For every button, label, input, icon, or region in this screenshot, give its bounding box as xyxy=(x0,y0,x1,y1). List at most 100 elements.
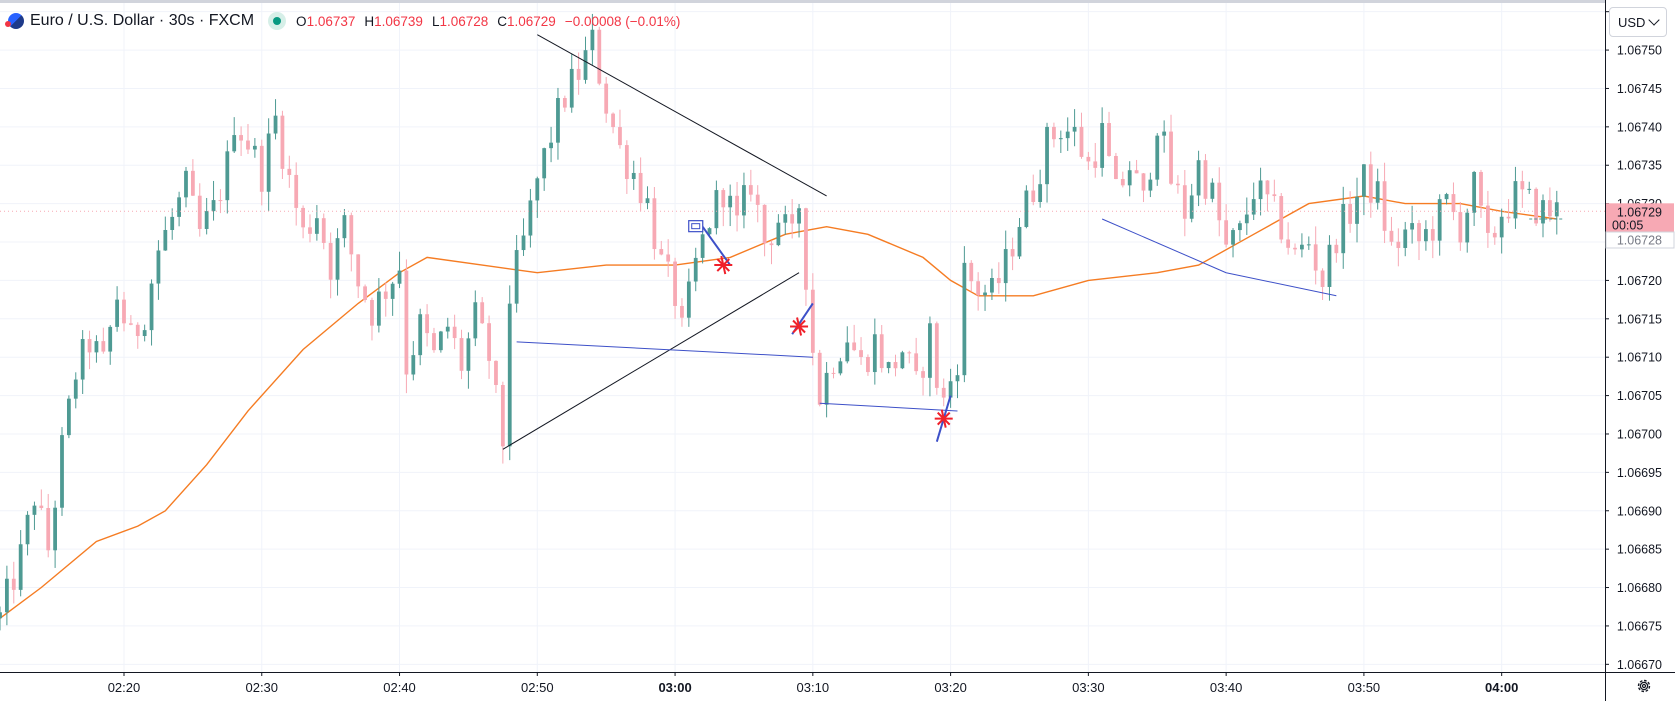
candle-body xyxy=(1024,190,1029,227)
candle-body xyxy=(1224,220,1229,245)
candle-body xyxy=(562,98,567,108)
y-tick-label: 1.06705 xyxy=(1617,389,1662,403)
candle-body xyxy=(528,200,533,236)
drawing-handle[interactable] xyxy=(688,220,704,233)
trend-line[interactable] xyxy=(516,341,813,358)
candle-body xyxy=(1479,171,1483,206)
candle-body xyxy=(46,508,51,551)
candle-body xyxy=(1169,131,1173,184)
x-tick-label: 03:30 xyxy=(1072,680,1105,695)
candle-body xyxy=(115,299,119,327)
candle-body xyxy=(1341,204,1346,254)
candle-body xyxy=(225,151,230,201)
candle-body xyxy=(204,211,209,229)
candle-body xyxy=(1072,126,1077,132)
trend-line[interactable] xyxy=(1226,272,1337,297)
trend-line[interactable] xyxy=(819,402,958,412)
candle-body xyxy=(73,379,78,399)
candle-body xyxy=(1162,131,1167,136)
candle-body xyxy=(156,250,161,284)
candle-body xyxy=(1506,216,1511,219)
candle-body xyxy=(466,338,471,371)
trend-line[interactable] xyxy=(1101,218,1227,274)
previous-close-tag xyxy=(1605,231,1675,249)
candle-body xyxy=(1134,170,1139,174)
signal-star-marker[interactable] xyxy=(934,409,953,428)
y-tick-label: 1.06745 xyxy=(1617,82,1662,96)
ohlc-low: L1.06728 xyxy=(431,13,489,29)
y-tick-label: 1.06670 xyxy=(1617,658,1662,672)
candle-body xyxy=(39,505,44,509)
candle-body xyxy=(480,302,485,324)
candle-body xyxy=(273,115,278,134)
candle-body xyxy=(1265,180,1270,195)
candle-body xyxy=(866,357,870,373)
x-tick-label: 03:00 xyxy=(658,680,691,695)
ohlc-close: C1.06729 xyxy=(497,13,556,29)
candle-body xyxy=(18,544,23,590)
candle-body xyxy=(1465,212,1470,243)
candle-body xyxy=(411,355,416,375)
current-price-tag[interactable] xyxy=(1606,203,1674,234)
currency-label: USD xyxy=(1618,14,1646,30)
candle-body xyxy=(1472,171,1477,213)
candle-body xyxy=(432,333,436,351)
candle-body xyxy=(1396,241,1401,248)
candle-body xyxy=(4,578,9,613)
candle-body xyxy=(1513,181,1518,219)
candle-body xyxy=(1286,239,1291,248)
candle-body xyxy=(94,341,99,353)
candle-body xyxy=(1320,270,1325,287)
candle-body xyxy=(611,113,615,128)
candle-body xyxy=(810,289,815,353)
candle-body xyxy=(824,372,829,405)
candle-body xyxy=(1196,160,1201,196)
y-tick-label: 1.06720 xyxy=(1617,274,1662,288)
gear-icon[interactable] xyxy=(1636,678,1652,694)
x-tick-label: 03:20 xyxy=(934,680,967,695)
candle-body xyxy=(1451,194,1456,213)
candle-body xyxy=(500,385,505,447)
trend-line[interactable] xyxy=(502,272,800,450)
candle-body xyxy=(1534,188,1539,224)
candle-body xyxy=(1389,230,1394,242)
candle-body xyxy=(673,261,677,306)
candle-body xyxy=(624,145,629,179)
candle-body xyxy=(11,578,16,590)
candle-body xyxy=(569,68,574,108)
candle-body xyxy=(631,172,636,179)
candle-body xyxy=(1093,161,1098,168)
trend-line[interactable] xyxy=(701,226,731,266)
candle-body xyxy=(728,195,733,208)
candle-body xyxy=(1375,181,1380,203)
candle-body xyxy=(638,172,643,204)
trend-line[interactable] xyxy=(537,34,827,197)
candle-body xyxy=(1327,244,1332,287)
symbol-title[interactable]: Euro / U.S. Dollar · 30s · FXCM xyxy=(30,12,255,29)
candle-body xyxy=(721,190,726,208)
x-tick-label: 03:40 xyxy=(1210,680,1243,695)
candle-body xyxy=(308,227,312,234)
candle-body xyxy=(1554,202,1559,217)
candle-body xyxy=(879,334,884,369)
candle-body xyxy=(714,190,719,229)
candle-body xyxy=(1231,230,1235,245)
candle-body xyxy=(1444,194,1449,200)
candle-body xyxy=(1010,249,1015,257)
candle-body xyxy=(1176,183,1180,186)
currency-selector[interactable]: USD xyxy=(1609,7,1667,37)
signal-star-marker[interactable] xyxy=(790,317,809,336)
candle-body xyxy=(1520,181,1525,190)
candle-body xyxy=(535,178,540,201)
candle-body xyxy=(817,352,822,405)
candle-body xyxy=(838,361,843,374)
candle-body xyxy=(487,323,491,361)
signal-star-marker[interactable] xyxy=(714,255,733,275)
candle-body xyxy=(590,29,595,51)
candle-body xyxy=(859,350,863,358)
price-scale-background xyxy=(1605,0,1675,701)
candle-body xyxy=(914,353,919,372)
candle-body xyxy=(197,195,202,229)
